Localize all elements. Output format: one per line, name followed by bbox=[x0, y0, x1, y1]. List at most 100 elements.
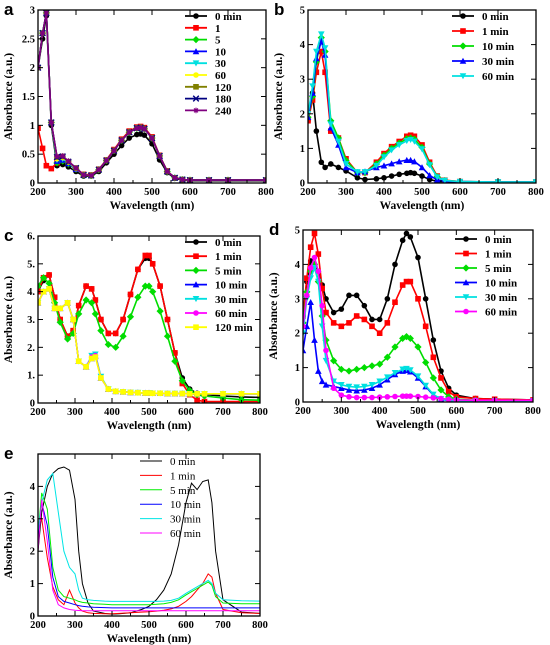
x-tick-label: 300 bbox=[333, 406, 349, 417]
data-point bbox=[118, 137, 125, 144]
data-point bbox=[414, 373, 422, 380]
data-point bbox=[318, 159, 325, 166]
data-point bbox=[315, 367, 322, 374]
legend-item: 30 min bbox=[455, 292, 517, 304]
data-point bbox=[330, 320, 337, 326]
data-point bbox=[391, 343, 399, 351]
legend: 0 min 1 min 10 min 30 min 60 min bbox=[452, 11, 514, 83]
legend: 0 min 1 min 5 min 10 min 30 min 60 min 120 min bbox=[185, 237, 253, 334]
panel-letter: b bbox=[274, 0, 284, 19]
data-point bbox=[388, 147, 395, 154]
data-point bbox=[334, 134, 342, 142]
data-point bbox=[83, 283, 89, 289]
data-point bbox=[146, 252, 152, 259]
legend-marker bbox=[459, 42, 467, 50]
legend-marker bbox=[193, 25, 199, 31]
data-point bbox=[361, 394, 368, 401]
legend-item: 5 min bbox=[185, 265, 242, 277]
data-point bbox=[335, 164, 342, 171]
data-point bbox=[322, 381, 330, 388]
data-point bbox=[59, 153, 66, 159]
data-point bbox=[134, 125, 140, 132]
data-point bbox=[338, 392, 345, 398]
data-point bbox=[105, 330, 112, 337]
data-point bbox=[88, 172, 94, 179]
y-tick-label: 2. bbox=[27, 343, 35, 354]
data-point bbox=[88, 286, 95, 292]
data-point bbox=[91, 310, 99, 318]
data-point bbox=[322, 164, 328, 171]
data-point bbox=[411, 170, 418, 177]
data-point bbox=[396, 171, 403, 178]
panel-c: 200 300 400 500 600 700 800 0 1. 2. 3. 4. 5. 6. Wavele… bbox=[3, 226, 268, 432]
data-point bbox=[395, 142, 403, 149]
data-point bbox=[149, 288, 157, 296]
y-tick-label: 1 bbox=[30, 121, 35, 132]
series-6 bbox=[38, 499, 260, 612]
data-point bbox=[369, 316, 375, 323]
data-point bbox=[415, 296, 421, 302]
x-tick-label: 200 bbox=[30, 620, 46, 631]
data-point bbox=[127, 389, 134, 396]
legend-item: 5 min bbox=[455, 263, 512, 275]
y-tick-label: 3. bbox=[27, 315, 35, 326]
series-5 bbox=[38, 472, 260, 602]
series-1 bbox=[38, 466, 260, 615]
data-point bbox=[338, 382, 345, 389]
panel-d: 200 300 400 500 600 700 800 0 1 2 3 4 5 Wavelength (n… bbox=[268, 220, 541, 431]
legend-label: 60 min bbox=[482, 71, 514, 83]
panel-letter: d bbox=[269, 220, 279, 239]
data-point bbox=[426, 172, 433, 179]
data-point bbox=[111, 147, 117, 154]
y-tick-label: 3 bbox=[300, 75, 305, 86]
data-point bbox=[407, 367, 414, 374]
data-point bbox=[353, 384, 360, 391]
series-line bbox=[38, 12, 266, 181]
legend-marker bbox=[463, 308, 469, 315]
series-7 bbox=[38, 286, 260, 397]
x-tick-label: 400 bbox=[376, 187, 392, 198]
data-point bbox=[360, 364, 368, 372]
data-point bbox=[361, 302, 368, 309]
data-point bbox=[368, 362, 376, 370]
data-point bbox=[257, 391, 260, 397]
data-point bbox=[307, 298, 314, 306]
data-point bbox=[38, 125, 41, 132]
data-point bbox=[392, 299, 398, 306]
data-point bbox=[346, 394, 352, 400]
data-point bbox=[157, 390, 163, 397]
legend-label: 180 bbox=[215, 94, 232, 106]
data-point bbox=[38, 300, 41, 306]
data-point bbox=[441, 177, 449, 183]
series-6 bbox=[38, 10, 266, 183]
data-point bbox=[422, 296, 429, 302]
data-point bbox=[433, 174, 441, 181]
y-tick-label: 1 bbox=[295, 363, 300, 374]
legend-label: 10 min bbox=[482, 41, 514, 53]
data-point bbox=[308, 111, 312, 118]
x-tick-label: 700 bbox=[220, 187, 236, 198]
data-point bbox=[403, 137, 411, 145]
series-line bbox=[38, 517, 260, 615]
data-point bbox=[361, 169, 369, 176]
data-point bbox=[75, 302, 82, 309]
legend-item: 0 min bbox=[185, 237, 242, 249]
data-point bbox=[426, 162, 433, 169]
data-point bbox=[46, 286, 52, 292]
data-point bbox=[120, 316, 126, 323]
series-line bbox=[303, 254, 533, 402]
data-point bbox=[318, 48, 325, 55]
data-point bbox=[135, 389, 141, 396]
series-line bbox=[38, 12, 266, 181]
data-point bbox=[399, 393, 406, 399]
x-tick-label: 800 bbox=[528, 187, 544, 198]
series-7 bbox=[38, 10, 266, 183]
data-point bbox=[201, 391, 208, 397]
data-point bbox=[388, 173, 395, 179]
data-point bbox=[353, 313, 360, 319]
legend-label: 1 min bbox=[485, 249, 512, 261]
data-point bbox=[126, 135, 132, 141]
data-point bbox=[172, 390, 178, 397]
legend-label: 5 min bbox=[215, 265, 242, 277]
legend-marker bbox=[192, 266, 200, 274]
